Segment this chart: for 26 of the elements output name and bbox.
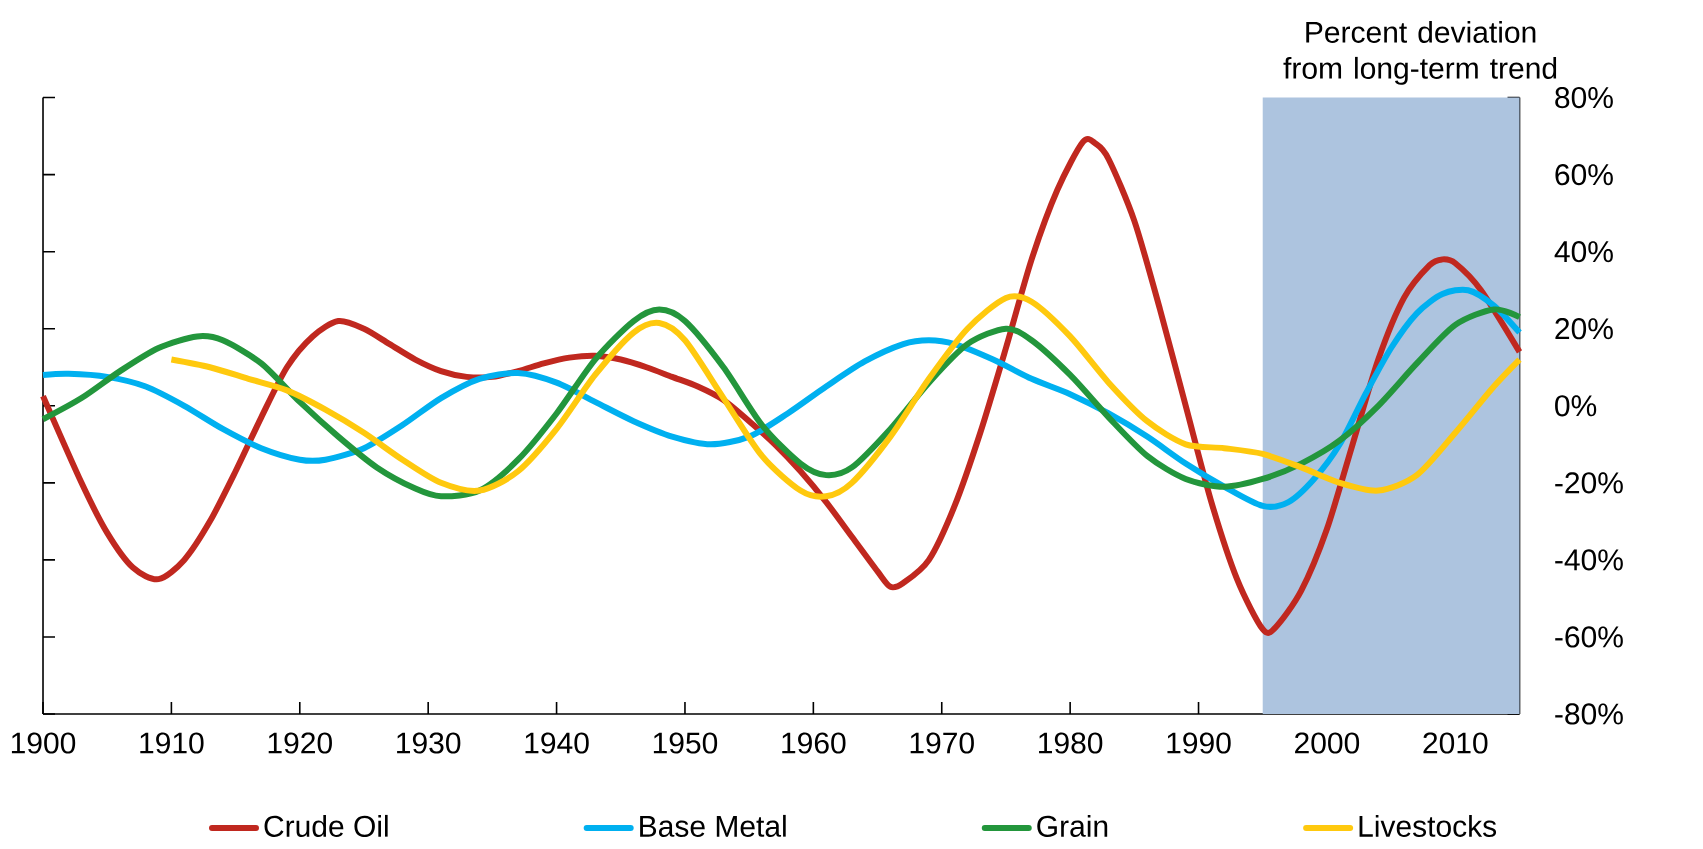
legend-label: Crude Oil xyxy=(264,814,388,837)
y-tick-label: 40% xyxy=(1554,241,1613,263)
y-tick-label: -60% xyxy=(1555,626,1623,648)
y-tick-label: 20% xyxy=(1555,318,1613,340)
x-tick-label: 1910 xyxy=(140,732,204,754)
x-tick-label: 1930 xyxy=(397,732,461,754)
legend-label: Livestocks xyxy=(1359,814,1497,837)
y-tick-label: 80% xyxy=(1555,86,1613,109)
y-tick-label: -20% xyxy=(1555,472,1623,494)
x-tick-label: 2000 xyxy=(1295,732,1360,754)
y-axis-title: Percent deviation from long-term trend xyxy=(1283,20,1557,85)
x-tick-label: 1940 xyxy=(525,732,589,754)
x-tick-label: 1920 xyxy=(268,732,332,754)
legend-label: Grain xyxy=(1037,814,1108,837)
y-tick-label: -80% xyxy=(1555,703,1623,725)
x-tick-label: 1990 xyxy=(1167,732,1231,754)
y-tick-label: -40% xyxy=(1555,549,1623,571)
x-tick-label: 1900 xyxy=(11,732,76,754)
y-tick-label: 60% xyxy=(1555,164,1613,186)
x-tick-label: 2010 xyxy=(1423,732,1488,754)
legend-label: Base Metal xyxy=(640,814,786,837)
x-tick-label: 1950 xyxy=(653,732,718,754)
x-tick-label: 1960 xyxy=(782,732,846,754)
x-tick-label: 1970 xyxy=(910,732,974,754)
y-tick-label: 0% xyxy=(1555,395,1597,417)
x-tick-label: 1980 xyxy=(1039,732,1103,754)
